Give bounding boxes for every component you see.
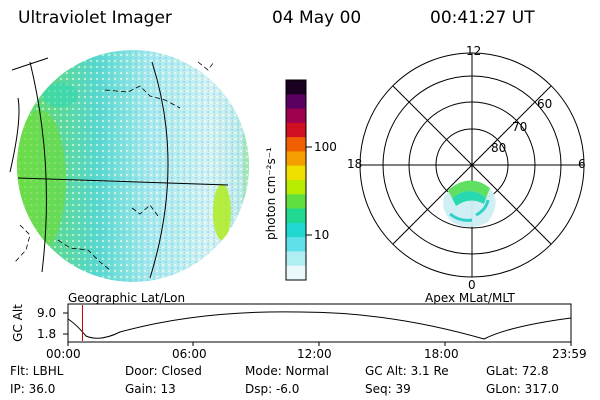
colorbar	[285, 79, 312, 281]
timeline-xtick-0000: 00:00	[46, 347, 81, 361]
colorbar-cell	[286, 237, 306, 252]
colorbar-cell	[286, 108, 306, 124]
timeline-ylabel: GC Alt	[11, 304, 25, 342]
altitude-timeline	[63, 303, 572, 346]
ip-status: IP: 36.0	[10, 382, 56, 396]
colorbar-cell	[286, 251, 306, 267]
mlat-label-70: 70	[512, 120, 528, 134]
mlt-label-18: 18	[347, 157, 363, 171]
colorbar-unit-label: photon cm⁻²s⁻¹	[264, 147, 278, 240]
colorbar-cell	[286, 180, 306, 195]
right-panel-label: Apex MLat/MLT	[425, 291, 515, 305]
left-panel-label: Geographic Lat/Lon	[68, 291, 186, 305]
timeline-ytick-high: 9.0	[37, 306, 57, 320]
time-label: 00:41:27 UT	[430, 8, 535, 28]
colorbar-cell	[286, 122, 306, 138]
mlt-label-6: 6	[578, 157, 586, 171]
timeline-xtick-2359: 23:59	[552, 347, 587, 361]
mlt-label-0: 0	[468, 278, 476, 292]
date-label: 04 May 00	[272, 8, 362, 28]
colorbar-cell	[286, 194, 306, 210]
colorbar-cell	[286, 222, 306, 238]
colorbar-tick-10: 10	[314, 228, 330, 242]
gc-alt-status: GC Alt: 3.1 Re	[365, 364, 449, 378]
gain-status: Gain: 13	[125, 382, 176, 396]
seq-status: Seq: 39	[365, 382, 411, 396]
colorbar-cell	[286, 94, 306, 110]
geographic-image	[9, 50, 249, 282]
colorbar-cell	[286, 80, 306, 95]
auroral-oval	[443, 180, 496, 227]
filter-status: Flt: LBHL	[10, 364, 64, 378]
mode-status: Mode: Normal	[245, 364, 329, 378]
colorbar-cell	[286, 165, 306, 181]
glat-status: GLat: 72.8	[486, 364, 549, 378]
mlat-label-80: 80	[491, 141, 507, 155]
colorbar-cell	[286, 208, 306, 224]
glon-status: GLon: 317.0	[486, 382, 559, 396]
mlt-label-12: 12	[466, 44, 482, 58]
dsp-status: Dsp: -6.0	[245, 382, 300, 396]
timeline-xtick-0600: 06:00	[172, 347, 207, 361]
colorbar-tick-100: 100	[314, 140, 337, 154]
door-status: Door: Closed	[125, 364, 202, 378]
instrument-title: Ultraviolet Imager	[18, 8, 172, 28]
colorbar-cell	[286, 151, 306, 167]
mlat-label-60: 60	[537, 97, 553, 111]
timeline-xtick-1200: 12:00	[297, 347, 332, 361]
colorbar-cell	[286, 265, 306, 281]
timeline-xtick-1800: 18:00	[424, 347, 459, 361]
colorbar-cell	[286, 137, 306, 152]
timeline-ytick-low: 1.8	[37, 327, 57, 341]
polar-plot	[359, 52, 585, 278]
